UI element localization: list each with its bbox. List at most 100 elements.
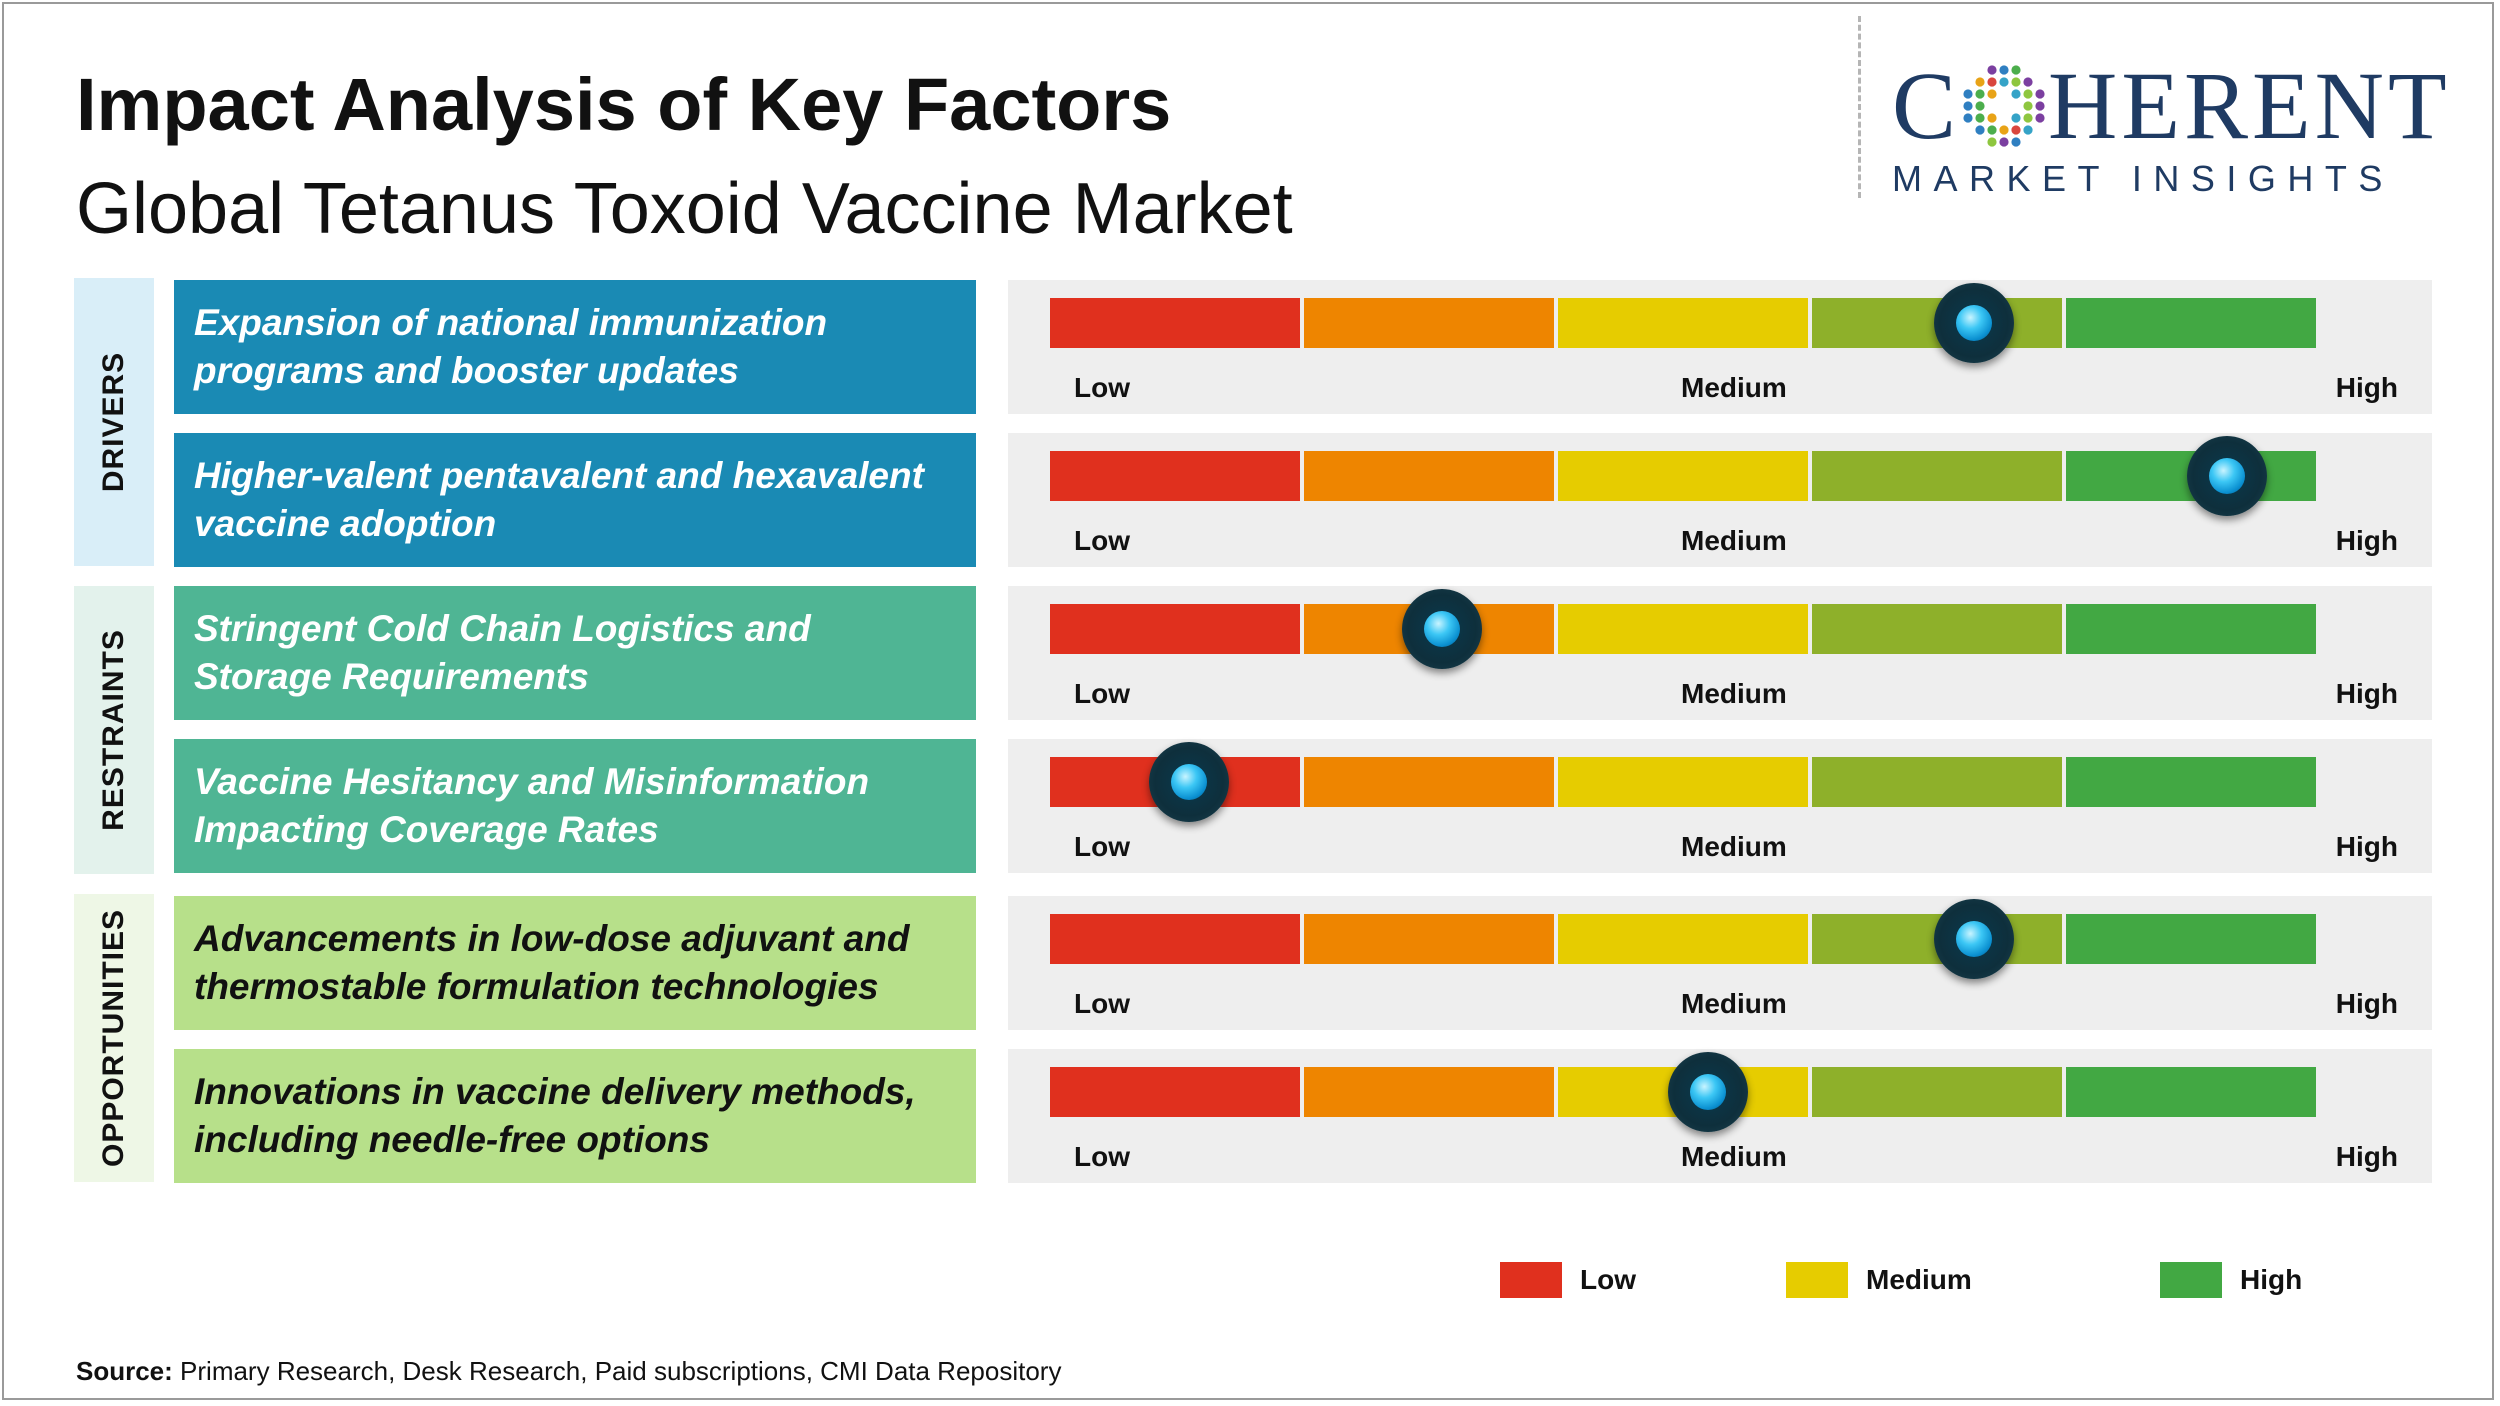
scale-segment bbox=[1304, 757, 1554, 807]
logo-tagline: MARKET INSIGHTS bbox=[1892, 158, 2394, 199]
scale-label-medium: Medium bbox=[1681, 831, 1787, 862]
impact-scale bbox=[1050, 298, 2316, 348]
factor-text: Expansion of national immunization progr… bbox=[174, 280, 976, 414]
group-label-text: RESTRAINTS bbox=[97, 629, 130, 831]
legend-item-high: High bbox=[2160, 1262, 2302, 1298]
impact-panel: Low Medium High bbox=[1008, 433, 2432, 567]
scale-segment bbox=[1050, 604, 1300, 654]
impact-scale bbox=[1050, 914, 2316, 964]
logo-dot bbox=[2023, 101, 2033, 111]
logo-dot-icon bbox=[1963, 65, 2045, 147]
logo-dot bbox=[2011, 77, 2021, 87]
source-prefix: Source: bbox=[76, 1356, 173, 1386]
logo-dot bbox=[2035, 89, 2045, 99]
logo-dot bbox=[1987, 77, 1997, 87]
logo-dot bbox=[1999, 77, 2009, 87]
scale-label-medium: Medium bbox=[1681, 525, 1787, 556]
logo-dot bbox=[1999, 65, 2009, 75]
logo-dot bbox=[1987, 65, 1997, 75]
scale-segment bbox=[1050, 451, 1300, 501]
impact-panel: Low Medium High bbox=[1008, 586, 2432, 720]
logo-dot bbox=[1987, 125, 1997, 135]
logo-dot bbox=[2035, 113, 2045, 123]
group-label-drivers: DRIVERS bbox=[74, 278, 154, 566]
logo-wordmark: C HERENT bbox=[1892, 58, 2462, 154]
logo-dot bbox=[1963, 101, 1973, 111]
logo-dot bbox=[1987, 137, 1997, 147]
legend-label: High bbox=[2240, 1264, 2303, 1295]
page-subtitle: Global Tetanus Toxoid Vaccine Market bbox=[76, 169, 1293, 249]
logo-dot bbox=[1975, 113, 1985, 123]
impact-scale bbox=[1050, 1067, 2316, 1117]
factor-text: Vaccine Hesitancy and Misinformation Imp… bbox=[174, 739, 976, 873]
scale-label-low: Low bbox=[1074, 1141, 1130, 1172]
source-note: Source: Primary Research, Desk Research,… bbox=[76, 1356, 1061, 1387]
impact-marker bbox=[1402, 589, 1483, 669]
scale-label-medium: Medium bbox=[1681, 678, 1787, 709]
logo-dot bbox=[1975, 125, 1985, 135]
logo-dot bbox=[1975, 77, 1985, 87]
scale-segment bbox=[1558, 604, 1808, 654]
scale-segment bbox=[2066, 298, 2316, 348]
scale-label-high: High bbox=[2335, 372, 2398, 403]
logo-dot bbox=[2023, 89, 2033, 99]
legend-swatch bbox=[2160, 1262, 2222, 1298]
legend-label: Medium bbox=[1866, 1264, 1972, 1295]
logo-dot bbox=[1975, 101, 1985, 111]
group-label-text: OPPORTUNITIES bbox=[97, 908, 130, 1168]
factor-text: Advancements in low-dose adjuvant and th… bbox=[174, 896, 976, 1030]
logo-dot bbox=[2011, 89, 2021, 99]
logo-dot bbox=[2011, 65, 2021, 75]
source-text: Primary Research, Desk Research, Paid su… bbox=[172, 1356, 1062, 1386]
legend-swatch bbox=[1500, 1262, 1562, 1298]
logo-dot bbox=[1987, 113, 1997, 123]
factor-text: Stringent Cold Chain Logistics and Stora… bbox=[174, 586, 976, 720]
legend-item-medium: Medium bbox=[1786, 1262, 1972, 1298]
logo-dot bbox=[2011, 113, 2021, 123]
scale-label-medium: Medium bbox=[1681, 1141, 1787, 1172]
scale-segment bbox=[1050, 1067, 1300, 1117]
impact-panel: Low Medium High bbox=[1008, 739, 2432, 873]
page-title: Impact Analysis of Key Factors bbox=[76, 63, 1172, 146]
scale-label-low: Low bbox=[1074, 372, 1130, 403]
group-label-text: DRIVERS bbox=[97, 351, 131, 493]
scale-segment bbox=[2066, 757, 2316, 807]
scale-label-low: Low bbox=[1074, 525, 1130, 556]
scale-label-high: High bbox=[2335, 988, 2398, 1019]
legend-label: Low bbox=[1580, 1264, 1636, 1295]
scale-segment bbox=[1812, 757, 2062, 807]
logo-dot bbox=[2023, 77, 2033, 87]
legend-swatch bbox=[1786, 1262, 1848, 1298]
impact-panel: Low Medium High bbox=[1008, 1049, 2432, 1183]
scale-label-high: High bbox=[2335, 525, 2398, 556]
impact-scale bbox=[1050, 604, 2316, 654]
scale-segment bbox=[1050, 914, 1300, 964]
logo-dot bbox=[2023, 113, 2033, 123]
scale-segment bbox=[2066, 604, 2316, 654]
impact-panel: Low Medium High bbox=[1008, 896, 2432, 1030]
logo-dot bbox=[2023, 125, 2033, 135]
scale-label-medium: Medium bbox=[1681, 988, 1787, 1019]
group-label-restraints: RESTRAINTS bbox=[74, 586, 154, 874]
scale-label-medium: Medium bbox=[1681, 372, 1787, 403]
scale-segment bbox=[1558, 757, 1808, 807]
scale-label-high: High bbox=[2335, 1141, 2398, 1172]
impact-marker bbox=[1934, 283, 2015, 363]
scale-segment bbox=[1558, 298, 1808, 348]
impact-marker bbox=[1668, 1052, 1749, 1132]
group-label-opportunities: OPPORTUNITIES bbox=[74, 894, 154, 1182]
logo-divider bbox=[1858, 16, 1861, 198]
logo-letters: HERENT bbox=[2048, 52, 2451, 159]
scale-segment bbox=[2066, 914, 2316, 964]
factor-text: Higher-valent pentavalent and hexavalent… bbox=[174, 433, 976, 567]
logo-dot bbox=[1975, 89, 1985, 99]
scale-segment bbox=[1304, 914, 1554, 964]
scale-segment bbox=[1812, 1067, 2062, 1117]
logo-dot bbox=[2011, 125, 2021, 135]
logo-dot bbox=[1999, 125, 2009, 135]
scale-segment bbox=[1304, 1067, 1554, 1117]
scale-segment bbox=[1812, 604, 2062, 654]
scale-label-low: Low bbox=[1074, 831, 1130, 862]
impact-scale bbox=[1050, 757, 2316, 807]
